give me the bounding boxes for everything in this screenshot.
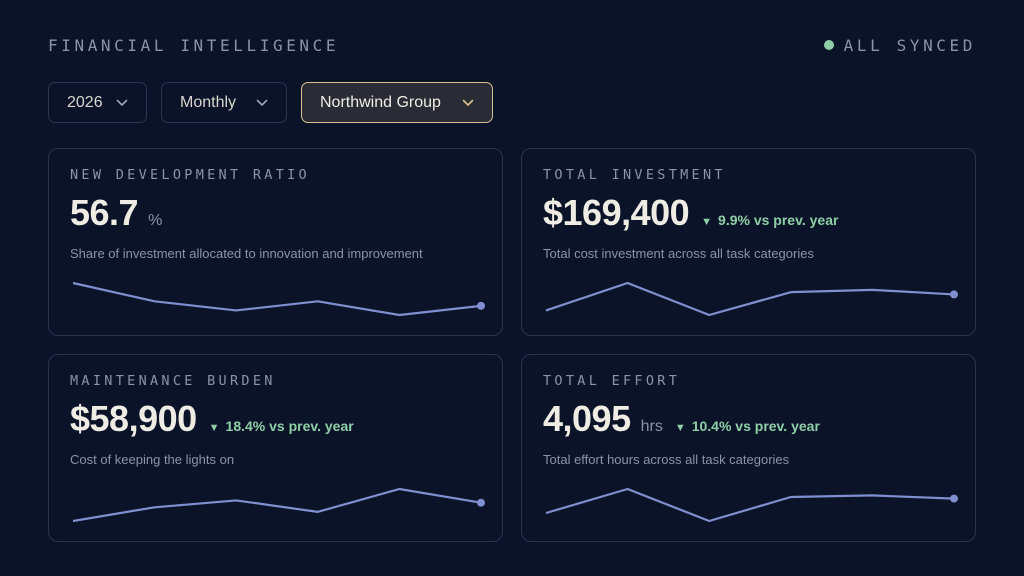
chevron-down-icon (116, 99, 128, 106)
period-select[interactable]: Monthly (161, 82, 287, 123)
kpi-value-row: $58,900 ▼ 18.4% vs prev. year (70, 398, 354, 440)
sync-status-label: ALL SYNCED (843, 35, 976, 55)
sparkline-line (72, 281, 482, 317)
sparkline-end-point (950, 494, 958, 503)
kpi-label: TOTAL INVESTMENT (543, 167, 726, 183)
kpi-description: Total effort hours across all task categ… (543, 452, 790, 467)
down-triangle-icon: ▼ (674, 422, 686, 434)
year-select-value: 2026 (67, 93, 103, 111)
kpi-description: Cost of keeping the lights on (70, 452, 235, 467)
sparkline-line (545, 281, 955, 317)
kpi-change-text: 9.9% vs prev. year (718, 212, 839, 228)
sparkline-line (72, 487, 482, 523)
sparkline-end-point (950, 290, 958, 299)
kpi-change: ▼ 9.9% vs prev. year (701, 212, 838, 228)
kpi-card-new-development-ratio[interactable]: NEW DEVELOPMENT RATIO 56.7 % Share of in… (48, 148, 503, 336)
chevron-down-icon (256, 99, 268, 106)
kpi-card-total-investment[interactable]: TOTAL INVESTMENT $169,400 ▼ 9.9% vs prev… (521, 148, 976, 336)
sparkline-line (545, 487, 955, 523)
period-select-value: Monthly (180, 93, 237, 111)
kpi-card-total-effort[interactable]: TOTAL EFFORT 4,095 hrs ▼ 10.4% vs prev. … (521, 354, 976, 542)
kpi-description: Share of investment allocated to innovat… (70, 246, 423, 261)
down-triangle-icon: ▼ (208, 422, 220, 434)
kpi-change: ▼ 10.4% vs prev. year (675, 418, 820, 434)
sparkline-chart (545, 487, 958, 523)
kpi-value-row: 4,095 hrs ▼ 10.4% vs prev. year (543, 398, 820, 440)
sparkline-end-point (477, 498, 485, 507)
kpi-change-text: 18.4% vs prev. year (225, 418, 354, 434)
kpi-change-text: 10.4% vs prev. year (691, 418, 820, 434)
sparkline-chart (545, 281, 958, 317)
kpi-unit: % (148, 212, 163, 229)
kpi-value-row: 56.7 % (70, 192, 162, 234)
year-select[interactable]: 2026 (48, 82, 147, 123)
kpi-unit: hrs (640, 418, 663, 435)
kpi-value: $58,900 (70, 398, 197, 439)
sparkline-chart (72, 487, 485, 523)
header: FINANCIAL INTELLIGENCE ALL SYNCED (48, 34, 976, 56)
kpi-label: MAINTENANCE BURDEN (70, 373, 276, 389)
kpi-label: NEW DEVELOPMENT RATIO (70, 167, 310, 183)
filter-bar: 2026 Monthly Northwind Group (48, 82, 493, 123)
kpi-value: 56.7 (70, 192, 139, 233)
kpi-change: ▼ 18.4% vs prev. year (209, 418, 354, 434)
kpi-value: $169,400 (543, 192, 690, 233)
kpi-description: Total cost investment across all task ca… (543, 246, 814, 261)
chevron-down-icon (462, 99, 474, 106)
kpi-value: 4,095 (543, 398, 631, 439)
group-select-value: Northwind Group (320, 93, 441, 111)
kpi-card-maintenance-burden[interactable]: MAINTENANCE BURDEN $58,900 ▼ 18.4% vs pr… (48, 354, 503, 542)
sparkline-end-point (477, 301, 485, 310)
kpi-value-row: $169,400 ▼ 9.9% vs prev. year (543, 192, 838, 234)
group-select[interactable]: Northwind Group (301, 82, 493, 123)
down-triangle-icon: ▼ (701, 216, 713, 228)
app-title: FINANCIAL INTELLIGENCE (48, 35, 340, 55)
kpi-label: TOTAL EFFORT (543, 373, 681, 389)
sparkline-chart (72, 281, 485, 317)
sync-dot-icon (823, 40, 834, 50)
sync-status: ALL SYNCED (823, 35, 976, 55)
